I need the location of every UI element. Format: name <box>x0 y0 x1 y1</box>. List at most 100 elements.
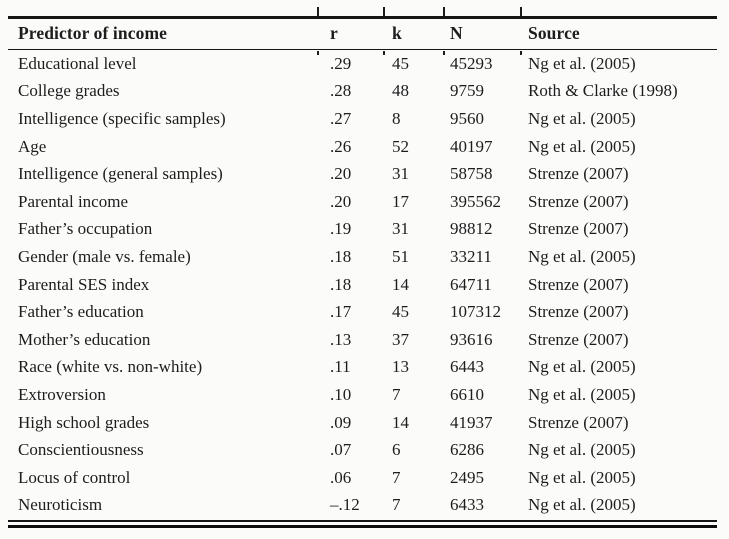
table-row: Father’s occupation .19 31 98812 Strenze (20… <box>8 216 717 244</box>
table-cell: Age <box>18 136 47 156</box>
table-cell: Parental SES index <box>18 274 150 294</box>
table-cell: .20 <box>330 164 352 184</box>
table-cell: Intelligence (general samples) <box>18 164 223 184</box>
table-row: Intelligence (specific samples) .27 8 9560 N… <box>8 105 717 133</box>
table-row: Conscientiousness .07 6 6286 Ng et al. (2005… <box>8 436 717 464</box>
table-cell: 45293 <box>450 53 493 73</box>
table-row: Parental SES index .18 14 64711 Strenze (200… <box>8 271 717 299</box>
table-cell: Strenze (2007) <box>528 219 629 239</box>
table-row: Gender (male vs. female) .18 51 33211 Ng et … <box>8 243 717 271</box>
table-cell: 93616 <box>450 329 493 349</box>
table-cell: 6433 <box>450 495 484 515</box>
table-cell: 7 <box>392 495 401 515</box>
table-cell: 31 <box>392 164 409 184</box>
table-row: Extroversion .10 7 6610 Ng et al. (2005) <box>8 381 717 409</box>
table-cell: Ng et al. (2005) <box>528 53 636 73</box>
table-cell: 98812 <box>450 219 493 239</box>
table-cell: High school grades <box>18 412 150 432</box>
table-row: Race (white vs. non-white) .11 13 6443 Ng et… <box>8 354 717 382</box>
table-cell: Conscientiousness <box>18 440 144 460</box>
table-row: Age .26 52 40197 Ng et al. (2005) <box>8 133 717 161</box>
table-cell: Father’s education <box>18 302 144 322</box>
table-cell: 2495 <box>450 467 484 487</box>
income-predictors-table: Predictor of income r k N Source Educati… <box>8 7 717 529</box>
table-cell: .29 <box>330 53 352 73</box>
table-cell: Strenze (2007) <box>528 302 629 322</box>
table-cell: Race (white vs. non-white) <box>18 357 203 377</box>
table-cell: Ng et al. (2005) <box>528 136 636 156</box>
table-cell: .13 <box>330 329 352 349</box>
table-row: Educational level .29 45 45293 Ng et al. (20… <box>8 50 717 78</box>
table-cell: –.12 <box>330 495 360 515</box>
table-row: Mother’s education .13 37 93616 Strenze (200… <box>8 326 717 354</box>
table-cell: .19 <box>330 219 352 239</box>
table-cell: Strenze (2007) <box>528 329 629 349</box>
table-cell: Educational level <box>18 53 137 73</box>
table-cell: .20 <box>330 191 352 211</box>
table-row: High school grades .09 14 41937 Strenze (200… <box>8 409 717 437</box>
column-boundary-tick <box>317 50 319 55</box>
table-cell: Ng et al. (2005) <box>528 109 636 129</box>
table-cell: .27 <box>330 109 352 129</box>
table-row: Intelligence (general samples) .20 31 58758… <box>8 160 717 188</box>
table-cell: Strenze (2007) <box>528 274 629 294</box>
header-separator-rule <box>8 48 717 51</box>
table-cell: Gender (male vs. female) <box>18 247 191 267</box>
table-cell: .18 <box>330 247 352 267</box>
table-row: Father’s education .17 45 107312 Strenze (20… <box>8 298 717 326</box>
table-row: Neuroticism –.12 7 6433 Ng et al. (2005) <box>8 492 717 520</box>
table-cell: 7 <box>392 467 401 487</box>
column-boundary-tick <box>520 50 522 55</box>
table-cell: 37 <box>392 329 409 349</box>
table-cell: 51 <box>392 247 409 267</box>
table-cell: Ng et al. (2005) <box>528 495 636 515</box>
table-cell: Locus of control <box>18 467 131 487</box>
table-cell: 40197 <box>450 136 493 156</box>
table-row: College grades .28 48 9759 Roth & Clarke (19… <box>8 78 717 106</box>
table-cell: Parental income <box>18 191 128 211</box>
header-source: Source <box>528 23 580 43</box>
table-cell: 45 <box>392 302 409 322</box>
header-r: r <box>330 23 338 43</box>
table-cell: Strenze (2007) <box>528 412 629 432</box>
table-cell: 9759 <box>450 81 484 101</box>
table-cell: Mother’s education <box>18 329 151 349</box>
table-cell: .11 <box>330 357 351 377</box>
table-top-rule <box>8 16 717 19</box>
table-cell: .06 <box>330 467 352 487</box>
header-n: N <box>450 23 463 43</box>
table-cell: 7 <box>392 385 401 405</box>
table-header-row: Predictor of income r k N Source <box>8 19 717 49</box>
table-cell: Ng et al. (2005) <box>528 385 636 405</box>
column-boundary-tick <box>383 50 385 55</box>
table-cell: .28 <box>330 81 352 101</box>
table-cell: Extroversion <box>18 385 106 405</box>
column-boundary-tick <box>317 7 319 16</box>
table-cell: College grades <box>18 81 120 101</box>
table-cell: 9560 <box>450 109 484 129</box>
table-bottom-rule-thin <box>8 520 717 522</box>
table-cell: .17 <box>330 302 352 322</box>
table-cell: 58758 <box>450 164 493 184</box>
table-cell: .09 <box>330 412 352 432</box>
table-bottom-rule-thick <box>8 525 717 529</box>
column-boundary-tick <box>443 7 445 16</box>
column-boundary-tick <box>520 7 522 16</box>
table-row: Locus of control .06 7 2495 Ng et al. (2005) <box>8 464 717 492</box>
table-row: Parental income .20 17 395562 Strenze (2007) <box>8 188 717 216</box>
table-cell: 107312 <box>450 302 501 322</box>
table-cell: .10 <box>330 385 352 405</box>
table-cell: Neuroticism <box>18 495 103 515</box>
table-cell: 17 <box>392 191 409 211</box>
table-cell: Strenze (2007) <box>528 191 629 211</box>
table-cell: 52 <box>392 136 409 156</box>
table-cell: 45 <box>392 53 409 73</box>
table-cell: Father’s occupation <box>18 219 153 239</box>
table-cell: 14 <box>392 412 409 432</box>
header-k: k <box>392 23 402 43</box>
table-cell: 41937 <box>450 412 493 432</box>
table-cell: Ng et al. (2005) <box>528 357 636 377</box>
table-cell: .18 <box>330 274 352 294</box>
table-cell: Ng et al. (2005) <box>528 467 636 487</box>
